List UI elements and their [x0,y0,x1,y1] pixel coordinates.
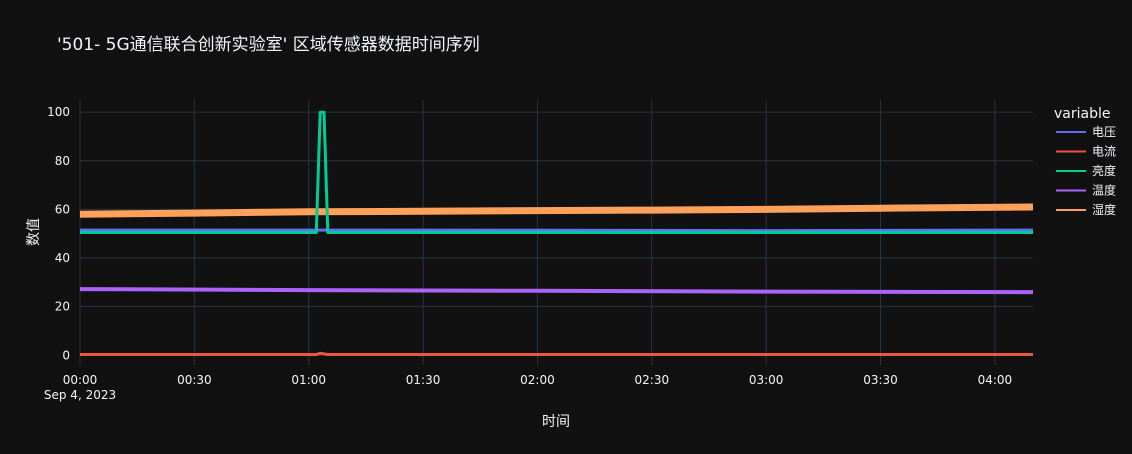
y-axis-title: 数值 [26,218,42,246]
legend-title: variable [1054,106,1110,122]
series-line-3 [79,287,1034,295]
legend-item-label[interactable]: 湿度 [1092,202,1116,217]
y-tick-label: 0 [62,348,70,362]
series-line-0 [80,228,1034,233]
x-tick-label: 02:00 [520,373,555,387]
series-line-2 [80,110,1033,234]
x-tick-label: 04:00 [978,373,1013,387]
x-tick-label: 01:30 [406,373,441,387]
y-tick-label: 40 [55,251,70,265]
y-tick-label: 20 [55,300,70,314]
legend-item-label[interactable]: 电流 [1092,145,1116,159]
series-layer [79,110,1034,356]
y-tick-label: 80 [55,154,70,168]
x-axis-title: 时间 [542,414,570,430]
series-line-1 [80,351,1033,356]
legend-item-label[interactable]: 温度 [1092,183,1116,198]
axis-layer: 0 20 40 60 80 100 00:00 00:30 01:00 01:30 02:00 02:… [44,105,1012,402]
x-tick-label: 00:00 [63,373,98,387]
x-tick-label: 00:30 [177,373,212,387]
x-tick-date-label: Sep 4, 2023 [44,388,116,402]
x-tick-label: 01:00 [291,373,326,387]
y-tick-label: 100 [47,105,70,119]
x-tick-label: 03:00 [749,373,784,387]
x-tick-label: 03:30 [863,373,898,387]
legend-item-label[interactable]: 电压 [1092,125,1116,139]
series-line-4 [79,203,1034,218]
legend-item-label[interactable]: 亮度 [1092,163,1116,178]
chart-title: '501- 5G通信联合创新实验室' 区域传感器数据时间序列 [57,35,480,55]
y-tick-label: 60 [55,202,70,216]
x-tick-label: 02:30 [635,373,670,387]
